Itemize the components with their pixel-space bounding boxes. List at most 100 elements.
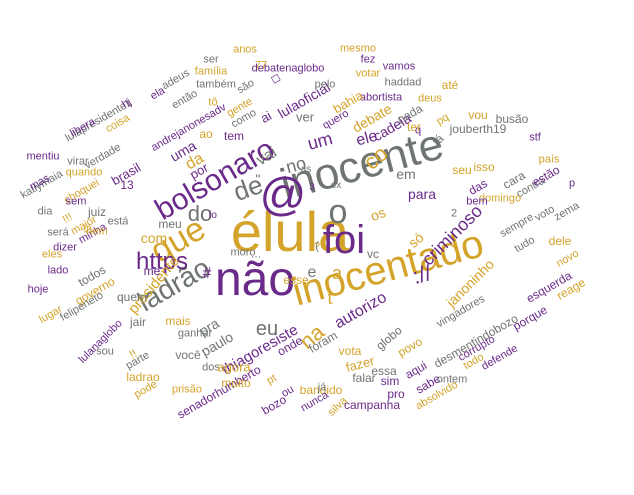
cloud-word: ladrao	[126, 370, 160, 384]
cloud-word: porque	[510, 302, 550, 334]
cloud-word: falar	[352, 371, 376, 385]
cloud-word: ganhar	[177, 327, 213, 340]
cloud-word: foi	[322, 218, 366, 262]
cloud-word: eu	[255, 318, 279, 340]
cloud-word: lado	[47, 264, 69, 277]
cloud-word: 13	[120, 178, 134, 192]
cloud-word: até	[441, 78, 459, 92]
cloud-word: 2	[450, 207, 458, 220]
cloud-word: povo	[395, 334, 425, 360]
cloud-word: não	[214, 253, 296, 306]
cloud-word: q	[414, 124, 422, 137]
cloud-word: juiz	[87, 205, 107, 219]
cloud-word: ver	[295, 109, 315, 125]
cloud-word: pelo	[314, 78, 336, 91]
cloud-word: debatenaglobo	[251, 62, 325, 75]
cloud-word: já	[317, 381, 327, 394]
cloud-word: lo	[209, 210, 217, 221]
cloud-word: anos	[233, 43, 257, 56]
cloud-word: 3	[309, 182, 315, 193]
cloud-word: vota	[338, 344, 362, 358]
cloud-word: novo	[554, 247, 582, 270]
cloud-word: prisão	[172, 383, 202, 396]
cloud-word: campanha	[343, 398, 401, 412]
cloud-word: adeus	[159, 66, 192, 93]
cloud-word: também	[196, 78, 236, 91]
cloud-word: ao	[199, 127, 213, 141]
cloud-word: tem	[223, 129, 245, 143]
cloud-word: agora	[217, 359, 251, 375]
cloud-word: #	[202, 265, 212, 282]
cloud-word: https	[135, 248, 189, 275]
cloud-word: vou	[468, 108, 488, 122]
cloud-word: domingo	[478, 192, 522, 205]
cloud-word: mentiu	[26, 150, 60, 163]
cloud-word: "	[255, 171, 261, 187]
cloud-word: do	[187, 201, 213, 226]
cloud-word: fez	[360, 53, 376, 66]
cloud-word: são	[235, 76, 257, 97]
cloud-word: ai	[257, 107, 275, 127]
cloud-word: com	[140, 230, 168, 246]
cloud-word: tudo	[512, 234, 538, 256]
cloud-word: bem	[466, 195, 488, 208]
cloud-word: pro	[387, 387, 405, 401]
cloud-word: o	[328, 193, 348, 231]
cloud-word: …	[250, 248, 262, 261]
cloud-word: os	[368, 203, 388, 225]
cloud-word: então	[169, 87, 200, 112]
cloud-word: eles	[41, 248, 63, 261]
cloud-word: quero	[320, 107, 351, 132]
cloud-word: moro	[230, 246, 256, 259]
cloud-word: muito	[221, 376, 251, 390]
cloud-word: mais	[165, 314, 191, 328]
cloud-word: (	[315, 240, 319, 253]
cloud-word: a	[331, 263, 343, 283]
cloud-word: dizer	[53, 241, 77, 254]
cloud-word: pt	[264, 372, 279, 388]
cloud-word: lulanaglobo	[76, 317, 125, 366]
cloud-word: élula	[230, 200, 350, 263]
cloud-word: quem	[116, 290, 148, 304]
cloud-word: seu	[452, 163, 472, 177]
cloud-word: país	[538, 153, 560, 166]
cloud-word: isso	[473, 160, 495, 174]
cloud-word: está	[107, 215, 129, 228]
cloud-word: vamos	[382, 60, 416, 73]
cloud-word: stf	[529, 131, 541, 144]
cloud-word: sem	[65, 195, 87, 208]
cloud-word: família	[194, 65, 228, 78]
cloud-word: você	[175, 348, 201, 362]
cloud-word: tô	[208, 96, 218, 109]
cloud-word: hoje	[27, 283, 49, 296]
cloud-word: meu	[158, 217, 182, 231]
cloud-word: t	[327, 288, 333, 308]
cloud-word: abortista	[359, 91, 403, 104]
cloud-word: jouberth19	[449, 122, 507, 136]
cloud-word: nem	[86, 225, 108, 238]
cloud-word: busão	[495, 112, 529, 126]
cloud-word: as	[300, 164, 312, 175]
cloud-word: ex	[330, 180, 342, 191]
cloud-word: 77	[254, 59, 268, 72]
cloud-word: votar	[355, 67, 381, 80]
cloud-word: p	[568, 177, 576, 190]
cloud-word: sou	[96, 345, 114, 358]
cloud-word: quando	[65, 166, 103, 179]
cloud-word: lá	[83, 223, 93, 236]
cloud-word: @	[259, 168, 307, 220]
cloud-word: em	[396, 166, 416, 182]
cloud-word: zema	[552, 199, 582, 224]
cloud-word: e	[307, 264, 317, 281]
cloud-word: me	[143, 264, 161, 278]
cloud-word: sim	[380, 374, 400, 388]
cloud-word: bandido	[299, 383, 343, 397]
cloud-word: jair	[129, 315, 147, 329]
cloud-word: dos	[202, 361, 220, 374]
cloud-word: dia	[37, 205, 53, 218]
cloud-word: mesmo	[339, 42, 377, 55]
cloud-word: ser	[203, 53, 219, 66]
cloud-word: será	[47, 226, 69, 239]
cloud-word: haddad	[384, 76, 422, 89]
